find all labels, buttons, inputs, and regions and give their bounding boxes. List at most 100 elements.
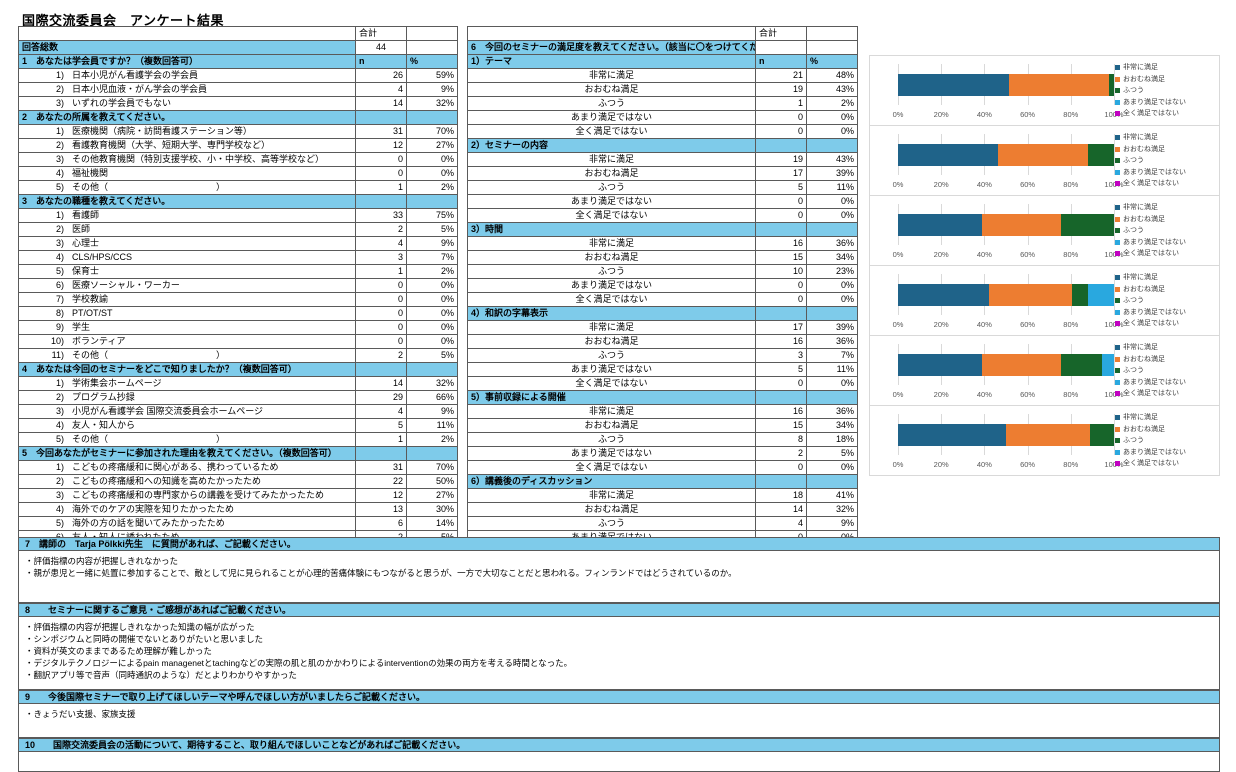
option-label: 7) 学校教諭 bbox=[18, 292, 356, 307]
chart-legend: 非常に満足 おおむね満足 ふつう あまり満足ではない 全く満足ではない bbox=[1115, 272, 1215, 330]
scale-label: あまり満足ではない bbox=[467, 362, 756, 377]
legend-label: おおむね満足 bbox=[1123, 75, 1165, 83]
table-row: 5) その他（ ） 1 2% bbox=[18, 432, 458, 447]
option-label: 2) プログラム抄録 bbox=[18, 390, 356, 405]
option-text: 海外の方の話を聞いてみたかったため bbox=[72, 518, 225, 528]
scale-count: 2 bbox=[755, 446, 807, 461]
group-heading-row: 3）時間 bbox=[467, 222, 858, 237]
option-pct: 14% bbox=[406, 516, 458, 531]
table-row: 非常に満足 17 39% bbox=[467, 320, 858, 335]
pct-header-blank bbox=[806, 390, 858, 405]
legend-swatch-icon bbox=[1115, 158, 1120, 164]
scale-label: ふつう bbox=[467, 432, 756, 447]
header-blank-cell bbox=[467, 26, 756, 41]
option-pct: 2% bbox=[406, 180, 458, 195]
legend-item: おおむね満足 bbox=[1115, 424, 1215, 436]
scale-label: ふつう bbox=[467, 348, 756, 363]
scale-label: おおむね満足 bbox=[467, 166, 756, 181]
table-row: 1) 学術集会ホームページ 14 32% bbox=[18, 376, 458, 391]
legend-item: 全く満足ではない bbox=[1115, 458, 1215, 470]
legend-label: あまり満足ではない bbox=[1123, 308, 1186, 316]
option-text: 学生 bbox=[72, 322, 91, 332]
scale-label: 非常に満足 bbox=[467, 236, 756, 251]
legend-item: 非常に満足 bbox=[1115, 62, 1215, 74]
scale-label: ふつう bbox=[467, 516, 756, 531]
option-text: いずれの学会員でもない bbox=[72, 98, 172, 108]
page-title: 国際交流委員会 アンケート結果 bbox=[22, 13, 224, 28]
scale-label: おおむね満足 bbox=[467, 502, 756, 517]
legend-swatch-icon bbox=[1115, 251, 1120, 257]
free-text-section-9: 9 今後国際セミナーで取り上げてほしいテーマや呼んでほしい方がいましたらご記載く… bbox=[18, 690, 1220, 738]
option-index: 11) bbox=[51, 350, 64, 360]
option-count: 0 bbox=[355, 152, 407, 167]
x-tick-label: 60% bbox=[1020, 110, 1036, 119]
option-index: 3) bbox=[55, 406, 64, 416]
chart-plot-area bbox=[898, 64, 1115, 105]
scale-count: 0 bbox=[755, 124, 807, 139]
stacked-bar bbox=[898, 143, 1114, 166]
scale-count: 0 bbox=[755, 376, 807, 391]
group-heading-row: 2）セミナーの内容 bbox=[467, 138, 858, 153]
bar-segment-非常に満足 bbox=[898, 73, 1010, 96]
option-label: 2) こどもの疼痛緩和への知識を高めたかったため bbox=[18, 474, 356, 489]
scale-label: 全く満足ではない bbox=[467, 124, 756, 139]
option-index: 8) bbox=[55, 308, 64, 318]
pct-header: % bbox=[406, 54, 458, 69]
x-tick-label: 20% bbox=[933, 320, 949, 329]
legend-label: 非常に満足 bbox=[1123, 344, 1158, 351]
option-index: 2) bbox=[55, 476, 64, 486]
table-header-row: 合計 bbox=[467, 26, 858, 41]
pct-header-blank bbox=[406, 362, 458, 377]
option-index: 1) bbox=[55, 462, 64, 472]
legend-swatch-icon bbox=[1115, 368, 1120, 374]
option-label: 3) その他教育機関（特別支援学校、小・中学校、高等学校など） bbox=[18, 152, 356, 167]
chart-legend: 非常に満足 おおむね満足 ふつう あまり満足ではない 全く満足ではない bbox=[1115, 412, 1215, 470]
table-row: おおむね満足 14 32% bbox=[467, 502, 858, 517]
section-heading-2: 2 あなたの所属を教えてください。 bbox=[18, 110, 356, 125]
table-row: ふつう 1 2% bbox=[467, 96, 858, 111]
legend-label: ふつう bbox=[1123, 87, 1144, 94]
table-row: あまり満足ではない 2 5% bbox=[467, 446, 858, 461]
free-text-body-7: ・評価指標の内容が把握しきれなかった ・親が患児と一緒に処置に参加することで、敵と… bbox=[18, 551, 1220, 603]
scale-count: 17 bbox=[755, 166, 807, 181]
legend-swatch-icon bbox=[1115, 135, 1120, 141]
scale-pct: 48% bbox=[806, 68, 858, 83]
legend-swatch-icon bbox=[1115, 298, 1120, 304]
section-heading-row: 2 あなたの所属を教えてください。 bbox=[18, 110, 458, 125]
option-pct: 0% bbox=[406, 334, 458, 349]
option-pct: 0% bbox=[406, 292, 458, 307]
option-text: PT/OT/ST bbox=[72, 308, 113, 318]
legend-item: おおむね満足 bbox=[1115, 354, 1215, 366]
table-row: ふつう 8 18% bbox=[467, 432, 858, 447]
stacked-bar bbox=[898, 423, 1114, 446]
group-heading-row: 4）和訳の字幕表示 bbox=[467, 306, 858, 321]
legend-label: おおむね満足 bbox=[1123, 145, 1165, 153]
n-header: n bbox=[355, 54, 407, 69]
scale-pct: 36% bbox=[806, 334, 858, 349]
option-index: 9) bbox=[55, 322, 64, 332]
x-tick-label: 0% bbox=[892, 250, 904, 259]
x-tick-label: 60% bbox=[1020, 460, 1036, 469]
option-pct: 7% bbox=[406, 250, 458, 265]
scale-count: 15 bbox=[755, 250, 807, 265]
header-blank-cell-2 bbox=[806, 26, 858, 41]
section-heading-row: 3 あなたの職種を教えてください。 bbox=[18, 194, 458, 209]
option-count: 5 bbox=[355, 418, 407, 433]
satisfaction-charts: 0% 20% 40% 60% 80% 100% 非常に満足 おおむね満足 ふつう あまり満足ではな… bbox=[869, 55, 1220, 476]
section-heading-6: 6 今回のセミナーの満足度を教えてください。（該当に〇をつけてください） bbox=[467, 40, 756, 55]
pct-header-blank bbox=[406, 446, 458, 461]
option-text: 医療機関（病院・訪問看護ステーション等） bbox=[72, 126, 252, 136]
legend-item: あまり満足ではない bbox=[1115, 237, 1215, 249]
scale-label: ふつう bbox=[467, 96, 756, 111]
chart-legend: 非常に満足 おおむね満足 ふつう あまり満足ではない 全く満足ではない bbox=[1115, 342, 1215, 400]
legend-label: 全く満足ではない bbox=[1123, 460, 1179, 467]
option-label: 5) その他（ ） bbox=[18, 432, 356, 447]
table-row: ふつう 3 7% bbox=[467, 348, 858, 363]
pct-header-blank bbox=[806, 138, 858, 153]
scale-pct: 23% bbox=[806, 264, 858, 279]
option-text: 学校教諭 bbox=[72, 294, 109, 304]
table-row: 11) その他（ ） 2 5% bbox=[18, 348, 458, 363]
legend-swatch-icon bbox=[1115, 99, 1120, 105]
legend-item: 非常に満足 bbox=[1115, 202, 1215, 214]
